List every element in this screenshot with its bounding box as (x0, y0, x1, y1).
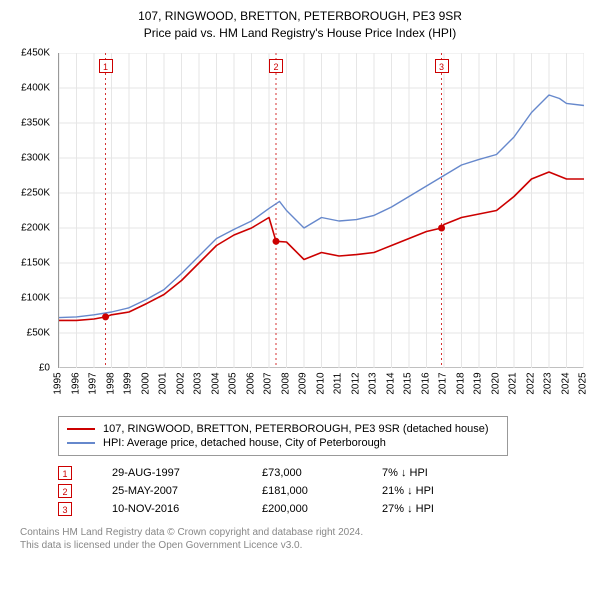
x-axis-tick-label: 2006 (245, 372, 256, 394)
event-marker: 1 (99, 59, 113, 73)
x-axis-tick-label: 2013 (368, 372, 379, 394)
chart-area: 1 2 3 £0 £50K £100K £150K £200K £250K £300K £350K… (10, 48, 590, 408)
chart-container: 107, RINGWOOD, BRETTON, PETERBOROUGH, PE… (0, 0, 600, 558)
x-axis-tick-label: 1997 (88, 372, 99, 394)
x-axis-tick-label: 2016 (420, 372, 431, 394)
event-row: 3 10-NOV-2016 £200,000 27% ↓ HPI (58, 502, 590, 516)
y-axis-tick-label: £450K (21, 47, 50, 58)
event-index: 3 (58, 502, 72, 516)
legend: 107, RINGWOOD, BRETTON, PETERBOROUGH, PE… (58, 416, 508, 456)
event-index: 2 (58, 484, 72, 498)
x-axis-tick-label: 1998 (105, 372, 116, 394)
event-index: 1 (58, 466, 72, 480)
legend-row-property: 107, RINGWOOD, BRETTON, PETERBOROUGH, PE… (67, 423, 499, 435)
legend-label-hpi: HPI: Average price, detached house, City… (103, 437, 386, 449)
event-date: 25-MAY-2007 (112, 485, 222, 497)
event-row: 2 25-MAY-2007 £181,000 21% ↓ HPI (58, 484, 590, 498)
event-date: 29-AUG-1997 (112, 467, 222, 479)
x-axis-tick-label: 2012 (350, 372, 361, 394)
x-axis-tick-label: 2009 (298, 372, 309, 394)
y-axis-tick-label: £50K (27, 327, 50, 338)
plot-svg (59, 53, 584, 368)
event-row: 1 29-AUG-1997 £73,000 7% ↓ HPI (58, 466, 590, 480)
x-axis-tick-label: 2001 (158, 372, 169, 394)
x-axis-tick-label: 2004 (210, 372, 221, 394)
event-date: 10-NOV-2016 (112, 503, 222, 515)
x-axis-tick-label: 2002 (175, 372, 186, 394)
x-axis-tick-label: 2000 (140, 372, 151, 394)
footer-line-1: Contains HM Land Registry data © Crown c… (20, 526, 590, 539)
event-marker: 2 (269, 59, 283, 73)
x-axis-tick-label: 1996 (70, 372, 81, 394)
x-axis-tick-label: 2018 (455, 372, 466, 394)
title-line-2: Price paid vs. HM Land Registry's House … (10, 25, 590, 42)
y-axis-tick-label: £250K (21, 187, 50, 198)
y-axis-tick-label: £400K (21, 82, 50, 93)
x-axis-tick-label: 2017 (438, 372, 449, 394)
legend-swatch-property (67, 428, 95, 430)
x-axis-tick-label: 2014 (385, 372, 396, 394)
x-axis-tick-label: 1999 (123, 372, 134, 394)
legend-row-hpi: HPI: Average price, detached house, City… (67, 437, 499, 449)
events-table: 1 29-AUG-1997 £73,000 7% ↓ HPI 2 25-MAY-2007 £… (58, 466, 590, 516)
x-axis-tick-label: 2008 (280, 372, 291, 394)
x-axis-tick-label: 2015 (403, 372, 414, 394)
event-pct: 21% ↓ HPI (382, 485, 482, 497)
footer: Contains HM Land Registry data © Crown c… (20, 526, 590, 552)
x-axis-tick-label: 2019 (473, 372, 484, 394)
x-axis-tick-label: 2007 (263, 372, 274, 394)
x-axis-tick-label: 2011 (333, 372, 344, 394)
plot-area: 1 2 3 (58, 53, 583, 368)
y-axis-tick-label: £150K (21, 257, 50, 268)
x-axis-tick-label: 2020 (490, 372, 501, 394)
footer-line-2: This data is licensed under the Open Gov… (20, 539, 590, 552)
x-axis-tick-label: 2024 (560, 372, 571, 394)
event-price: £73,000 (262, 467, 342, 479)
event-pct: 27% ↓ HPI (382, 503, 482, 515)
x-axis-tick-label: 2005 (228, 372, 239, 394)
event-price: £200,000 (262, 503, 342, 515)
event-pct: 7% ↓ HPI (382, 467, 482, 479)
y-axis-tick-label: £300K (21, 152, 50, 163)
y-axis-tick-label: £100K (21, 292, 50, 303)
y-axis-tick-label: £200K (21, 222, 50, 233)
y-axis-tick-label: £350K (21, 117, 50, 128)
title-line-1: 107, RINGWOOD, BRETTON, PETERBOROUGH, PE… (10, 8, 590, 25)
y-axis-tick-label: £0 (39, 362, 50, 373)
title-block: 107, RINGWOOD, BRETTON, PETERBOROUGH, PE… (10, 8, 590, 42)
event-price: £181,000 (262, 485, 342, 497)
x-axis-tick-label: 2010 (315, 372, 326, 394)
legend-label-property: 107, RINGWOOD, BRETTON, PETERBOROUGH, PE… (103, 423, 489, 435)
x-axis-tick-label: 2025 (578, 372, 589, 394)
x-axis-tick-label: 2023 (543, 372, 554, 394)
legend-swatch-hpi (67, 442, 95, 444)
x-axis-tick-label: 2003 (193, 372, 204, 394)
x-axis-tick-label: 1995 (53, 372, 64, 394)
x-axis-tick-label: 2022 (525, 372, 536, 394)
event-marker: 3 (435, 59, 449, 73)
x-axis-tick-label: 2021 (508, 372, 519, 394)
